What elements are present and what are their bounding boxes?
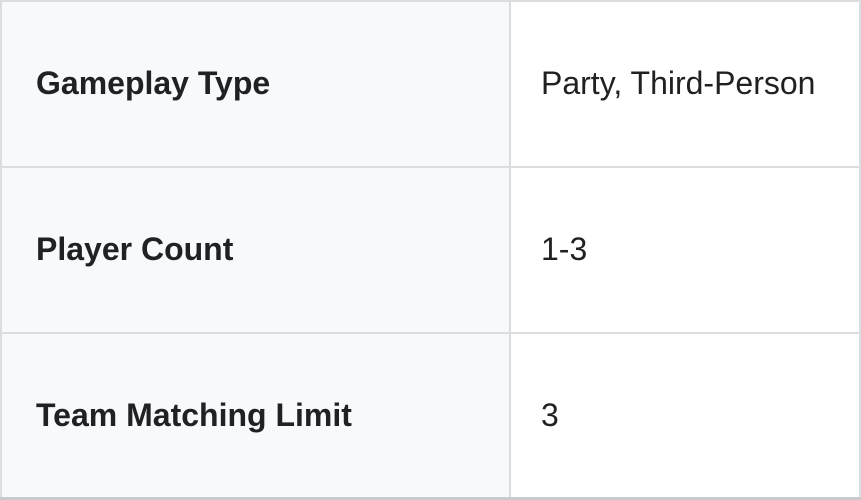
row-value: Party, Third-Person [509,0,861,168]
row-value: 3 [509,331,861,500]
table-row: Player Count 1-3 [0,165,861,334]
table-row: Team Matching Limit 3 [0,331,861,500]
table-row: Gameplay Type Party, Third-Person [0,0,861,168]
row-value: 1-3 [509,165,861,334]
row-label: Gameplay Type [0,0,511,168]
row-label: Team Matching Limit [0,331,511,500]
row-label: Player Count [0,165,511,334]
